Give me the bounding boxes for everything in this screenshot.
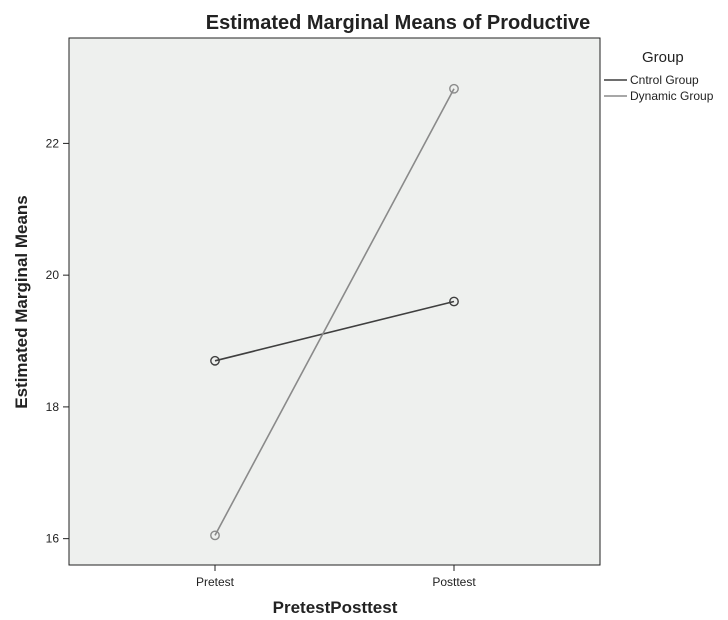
x-tick-label: Pretest xyxy=(196,575,235,589)
series-line-1 xyxy=(214,300,455,362)
y-tick-label: 16 xyxy=(46,532,60,546)
data-point xyxy=(449,83,459,94)
y-axis-title: Estimated Marginal Means xyxy=(12,195,31,409)
data-point xyxy=(210,530,220,541)
y-tick-label: 20 xyxy=(46,268,60,282)
legend-label: Cntrol Group xyxy=(630,73,699,87)
x-tick-label: Posttest xyxy=(432,575,476,589)
y-tick-label: 18 xyxy=(46,400,60,414)
y-axis: 16 18 20 22 xyxy=(46,136,69,546)
legend-label: Dynamic Group xyxy=(630,89,714,103)
plot-area xyxy=(68,37,601,566)
series-group xyxy=(210,83,459,541)
data-point xyxy=(449,296,459,307)
legend-title: Group xyxy=(642,49,684,66)
chart-title: Estimated Marginal Means of Productive xyxy=(206,12,591,34)
y-tick-label: 22 xyxy=(46,136,60,150)
x-axis-title: PretestPosttest xyxy=(273,598,398,617)
data-point xyxy=(210,355,220,366)
x-axis: Pretest Posttest xyxy=(196,565,476,589)
legend: Group Cntrol Group Dynamic Group xyxy=(604,49,714,103)
series-line-2 xyxy=(214,88,455,536)
